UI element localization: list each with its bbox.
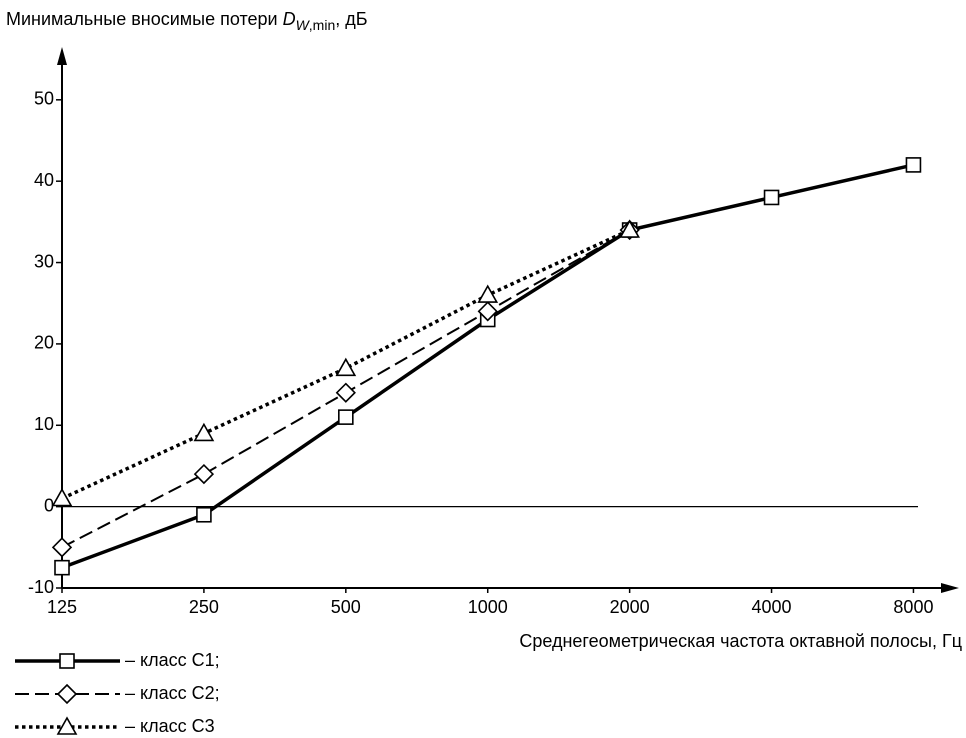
- marker-diamond: [193, 463, 215, 485]
- marker-triangle: [56, 716, 78, 735]
- y-label-text: Минимальные вносимые потери: [6, 9, 283, 29]
- y-tick-label: 40: [34, 170, 54, 190]
- marker-diamond: [477, 301, 498, 322]
- x-axis-arrow: [941, 583, 959, 593]
- x-tick-label: 125: [47, 597, 77, 617]
- marker-square: [54, 559, 70, 576]
- y-axis-arrow: [57, 47, 67, 65]
- legend-label: – класс С1;: [125, 650, 220, 670]
- legend-label: – класс С2;: [125, 683, 220, 703]
- marker-triangle: [335, 357, 357, 377]
- y-axis-label: Минимальные вносимые потери DW,min, дБ: [6, 9, 368, 33]
- marker-diamond: [51, 537, 73, 558]
- y-label-sub: W: [296, 17, 311, 33]
- y-label-sub2: ,min: [309, 17, 335, 33]
- marker-square: [338, 409, 354, 425]
- x-tick-label: 500: [331, 597, 361, 617]
- x-tick-label: 4000: [752, 597, 792, 617]
- y-label-unit: , дБ: [335, 9, 367, 29]
- marker-triangle: [477, 284, 499, 303]
- y-tick-label: 50: [34, 89, 54, 109]
- y-tick-label: -10: [28, 577, 54, 597]
- y-tick-label: 30: [34, 251, 54, 271]
- y-tick-label: 0: [44, 495, 54, 515]
- x-tick-label: 8000: [893, 597, 933, 617]
- marker-triangle: [619, 219, 641, 238]
- y-tick-label: 20: [34, 333, 54, 353]
- marker-diamond: [335, 382, 356, 403]
- x-axis-label: Среднегеометрическая частота октавной по…: [519, 631, 962, 651]
- y-tick-label: 10: [34, 414, 54, 434]
- marker-triangle: [51, 487, 73, 507]
- y-label-symbol: D: [283, 9, 296, 29]
- marker-diamond: [56, 683, 78, 705]
- marker-triangle: [193, 422, 215, 442]
- x-tick-label: 250: [189, 597, 219, 617]
- marker-square: [196, 506, 212, 523]
- x-tick-label: 2000: [610, 597, 650, 617]
- x-tick-label: 1000: [468, 597, 508, 617]
- marker-square: [59, 653, 75, 669]
- marker-square: [905, 157, 922, 173]
- legend-label: – класс С3: [125, 716, 215, 736]
- marker-square: [763, 189, 780, 206]
- series-line: [61, 163, 914, 570]
